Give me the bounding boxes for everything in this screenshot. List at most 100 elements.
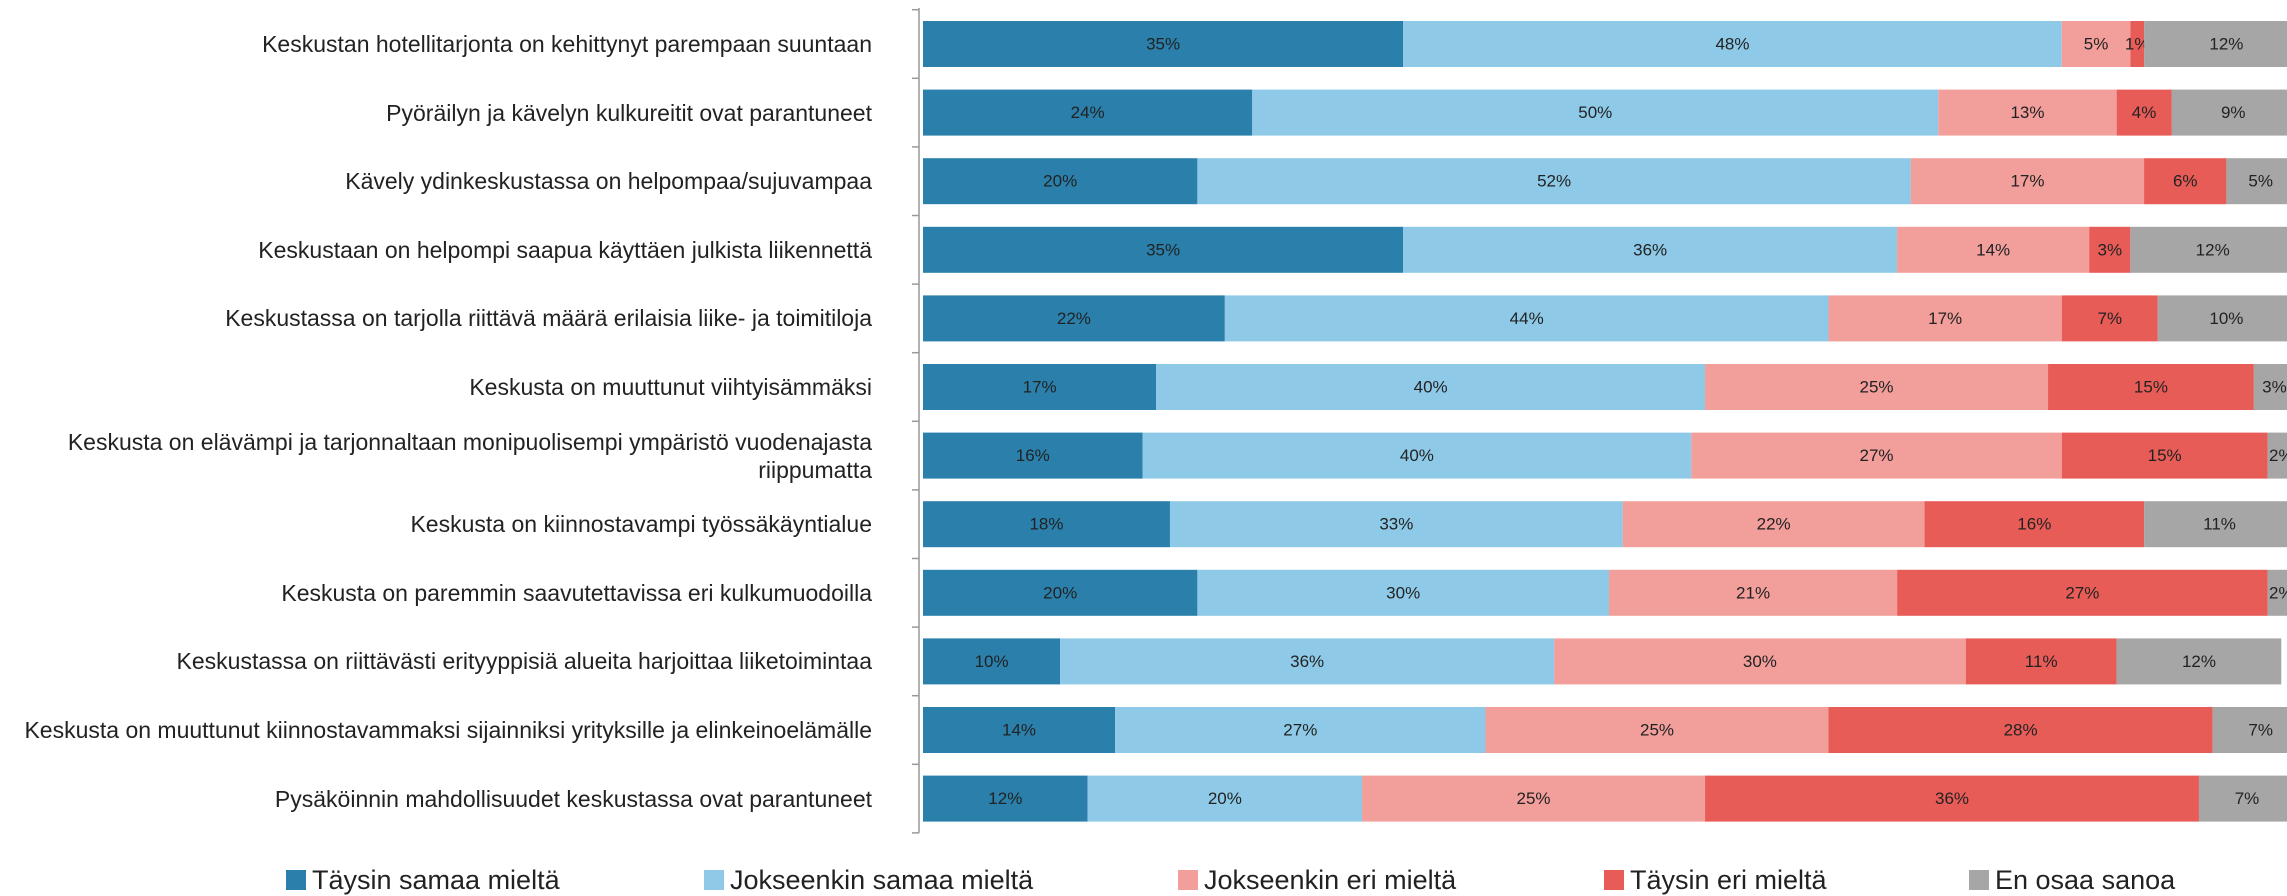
data-label: 5% [2248,172,2273,191]
data-label: 30% [1743,652,1777,671]
data-label: 35% [1146,240,1180,259]
data-label: 48% [1715,34,1749,53]
data-label: 12% [2209,34,2243,53]
legend-label: Jokseenkin samaa mieltä [730,865,1034,895]
bar-segment [1224,295,1829,342]
data-label: 44% [1510,309,1544,328]
data-label: 27% [2065,583,2099,602]
bar-segment [1897,226,2090,273]
bar-segment [1403,21,2062,67]
bar-segment [1609,569,1898,616]
data-label: 2% [2269,446,2287,465]
bar-segment [1060,638,1555,685]
bar-segment [2253,364,2287,410]
category-text: Keskusta on elävämpi ja tarjonnaltaan mo… [67,428,872,483]
bar-segment [2171,89,2287,136]
category-text: Keskusta on muuttunut kiinnostavammaksi … [24,716,872,743]
bar-segment [2130,21,2145,67]
data-label: 17% [1928,309,1962,328]
data-label: 16% [2017,515,2051,534]
bar-segment [1156,364,1706,410]
legend-swatch [1969,870,1989,890]
data-label: 12% [2196,240,2230,259]
category-label: Keskusta on kiinnostavampi työssäkäyntia… [0,490,872,559]
bar-segment [2061,295,2158,342]
category-label: Keskusta on muuttunut viihtyisämmäksi [0,353,872,422]
data-label: 27% [1283,720,1317,739]
category-text: Keskusta on kiinnostavampi työssäkäyntia… [410,511,872,538]
category-label: Keskusta on elävämpi ja tarjonnaltaan mo… [0,421,872,490]
bar-segment [1622,501,1925,548]
data-label: 20% [1043,583,1077,602]
category-label: Keskusta on paremmin saavutettavissa eri… [0,559,872,628]
data-label: 7% [2097,309,2122,328]
data-label: 17% [1023,377,1057,396]
bar-segment [1403,226,1898,273]
bar-segment [1115,707,1486,753]
bar-segment [1142,432,1692,479]
data-label: 13% [2010,103,2044,122]
legend-label: En osaa sanoa [1995,865,2176,895]
bar-segment [1197,158,1911,205]
bar-segment [1828,295,2062,342]
bar-segment [2144,158,2227,205]
bar-segment [1087,775,1363,822]
data-label: 6% [2173,172,2198,191]
bar-segment [923,638,1061,685]
data-label: 24% [1071,103,1105,122]
data-label: 35% [1146,34,1180,53]
data-label: 5% [2084,34,2109,53]
bar-segment [1897,569,2268,616]
data-label: 11% [2025,652,2058,671]
legend-swatch [1178,870,1198,890]
bar-segment [2212,707,2287,753]
category-text: Kävely ydinkeskustassa on helpompaa/suju… [345,168,872,195]
data-label: 20% [1043,172,1077,191]
category-label: Pyöräilyn ja kävelyn kulkureitit ovat pa… [0,78,872,147]
data-label: 3% [2097,240,2122,259]
bar-segment [2144,501,2287,548]
data-label: 50% [1578,103,1612,122]
bar-segment [1691,432,2062,479]
data-label: 21% [1736,583,1770,602]
data-label: 25% [1860,377,1894,396]
bar-segment [923,569,1198,616]
data-label: 10% [975,652,1009,671]
bar-segment [2089,226,2131,273]
data-label: 10% [2209,309,2243,328]
bar-segment [2198,775,2287,822]
data-label: 7% [2248,720,2273,739]
category-text: Keskustassa on riittävästi erityyppisiä … [176,648,872,675]
data-label: 20% [1208,789,1242,808]
bar-segment [1362,775,1706,822]
data-label: 17% [2010,172,2044,191]
bar-segment [1965,638,2117,685]
bar-segment [923,432,1143,479]
bar-segment [1485,707,1829,753]
bar-segment [1169,501,1623,548]
bar-segment [2116,89,2172,136]
category-label: Keskustassa on riittävästi erityyppisiä … [0,627,872,696]
data-label: 12% [988,789,1022,808]
bar-segment [923,501,1170,548]
category-text: Pyöräilyn ja kävelyn kulkureitit ovat pa… [386,99,872,126]
legend-label: Jokseenkin eri mieltä [1204,865,1457,895]
category-text: Keskustaan on helpompi saapua käyttäen j… [258,236,872,263]
legend-label: Täysin samaa mieltä [312,865,561,895]
data-label: 2% [2269,583,2287,602]
bar-segment [2130,226,2287,273]
data-label: 22% [1757,515,1791,534]
data-label: 12% [2182,652,2216,671]
bar-segment [1197,569,1609,616]
data-label: 15% [2148,446,2182,465]
bar-segment [2144,21,2287,67]
data-label: 25% [1517,789,1551,808]
bar-segment [923,707,1116,753]
category-text: Pysäköinnin mahdollisuudet keskustassa o… [274,785,872,812]
bar-segment [1554,638,1966,685]
data-label: 11% [2203,515,2236,534]
category-label: Keskustaan on helpompi saapua käyttäen j… [0,216,872,285]
data-label: 3% [2262,377,2287,396]
legend-swatch [1604,870,1624,890]
